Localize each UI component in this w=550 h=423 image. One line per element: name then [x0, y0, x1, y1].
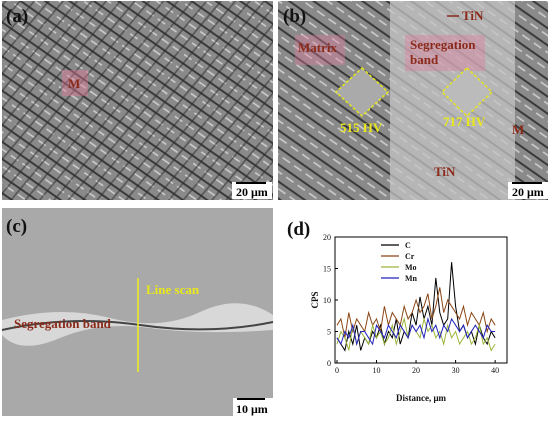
y-tick-label: 20 [323, 233, 331, 242]
x-tick-label: 20 [412, 366, 420, 375]
annotation: TiN [462, 8, 484, 23]
crack [1, 320, 274, 331]
x-axis-label: Distance, μm [396, 393, 447, 403]
scale-label: 10 μm [236, 402, 268, 416]
x-tick-label: 40 [491, 366, 499, 375]
legend-label: Mn [405, 274, 418, 283]
x-tick-label: 0 [335, 366, 339, 375]
indent [440, 66, 494, 118]
scale-box [508, 182, 548, 199]
micrograph-texture [2, 1, 273, 200]
scale-label: 20 μm [512, 185, 544, 199]
annotation: Segregation [410, 37, 476, 52]
annotation: Segregation band [14, 316, 112, 331]
highlight [295, 35, 345, 65]
panel-label: (d) [287, 219, 310, 240]
annotation: band [410, 52, 439, 67]
highlight [62, 70, 88, 96]
indent [334, 66, 390, 118]
annotation: M [512, 122, 524, 137]
scale-box [232, 182, 272, 199]
legend-label: Cr [405, 252, 415, 261]
scale-label: 20 μm [236, 185, 268, 199]
annotation: Matrix [298, 40, 337, 55]
annotation: TiN [434, 164, 456, 179]
scale-box [233, 398, 273, 416]
series-line [336, 287, 496, 338]
annotation: Line scan [146, 282, 200, 297]
y-axis-label: CPS [310, 291, 320, 308]
legend-label: C [405, 241, 411, 250]
y-tick-label: 10 [323, 296, 331, 305]
series-line [336, 316, 496, 347]
y-tick-label: 5 [327, 328, 331, 337]
y-tick-label: 0 [327, 359, 331, 368]
panel-label: (c) [6, 216, 27, 237]
panel-label: (a) [6, 6, 28, 27]
y-tick-label: 15 [323, 265, 331, 274]
legend-label: Mo [405, 263, 417, 272]
x-tick-label: 30 [452, 366, 460, 375]
annotation: 515 HV [340, 120, 383, 135]
panel-label: (b) [283, 6, 306, 27]
highlight [405, 35, 485, 71]
annotation: 717 HV [443, 114, 486, 129]
x-tick-label: 10 [373, 366, 381, 375]
annotation: M [68, 76, 80, 91]
